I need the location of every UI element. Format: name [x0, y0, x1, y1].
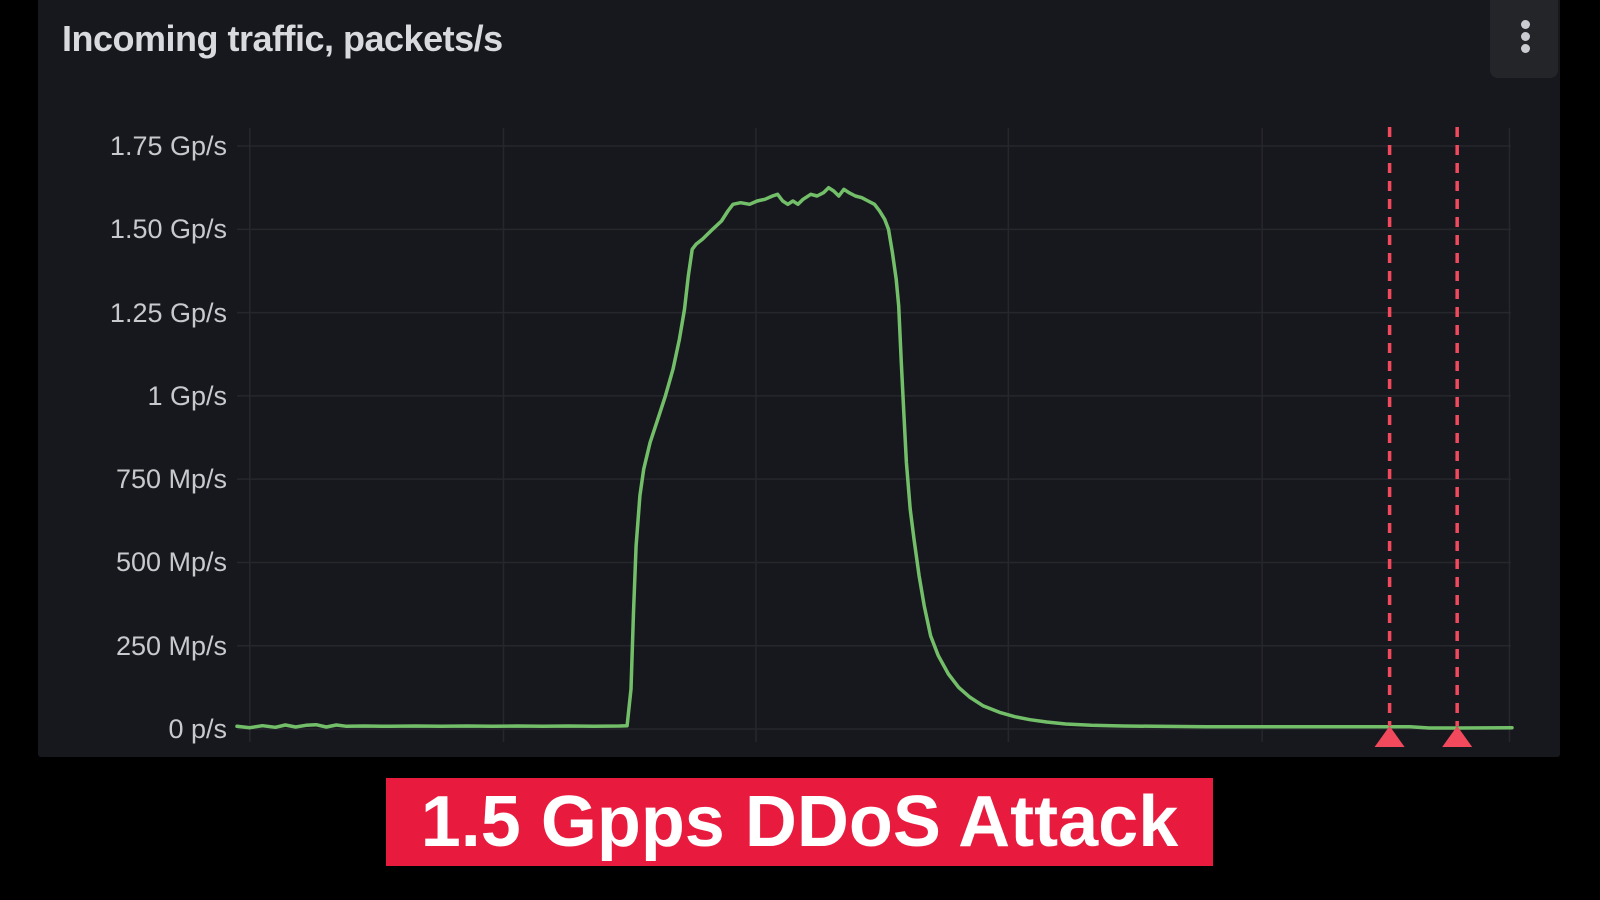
annotation-triangle-marker[interactable]: [1374, 726, 1405, 747]
y-axis-label: 1.50 Gp/s: [109, 214, 227, 245]
y-axis-label: 500 Mp/s: [115, 547, 227, 578]
y-axis-label: 1.25 Gp/s: [109, 297, 227, 328]
panel-menu-button[interactable]: [1490, 0, 1558, 78]
y-axis-label: 250 Mp/s: [115, 630, 227, 661]
y-axis-label: 0 p/s: [168, 714, 227, 744]
traffic-series-line: [235, 185, 1514, 730]
attack-caption-text: 1.5 Gpps DDoS Attack: [420, 782, 1179, 862]
attack-caption-banner: 1.5 Gpps DDoS Attack: [386, 778, 1213, 866]
kebab-dot: [1521, 32, 1530, 41]
y-axis-label: 1 Gp/s: [147, 380, 227, 411]
panel-title: Incoming traffic, packets/s: [62, 18, 503, 59]
traffic-chart: [235, 127, 1514, 747]
y-axis-label: 1.75 Gp/s: [109, 131, 227, 162]
kebab-dot: [1521, 44, 1530, 53]
grafana-panel: Incoming traffic, packets/s 1.75 Gp/s 1.5…: [38, 0, 1560, 757]
annotation-triangle-marker[interactable]: [1442, 726, 1473, 747]
y-axis-label: 750 Mp/s: [115, 464, 227, 495]
kebab-dot: [1521, 20, 1530, 29]
kebab-vertical-icon: [1490, 0, 1558, 78]
